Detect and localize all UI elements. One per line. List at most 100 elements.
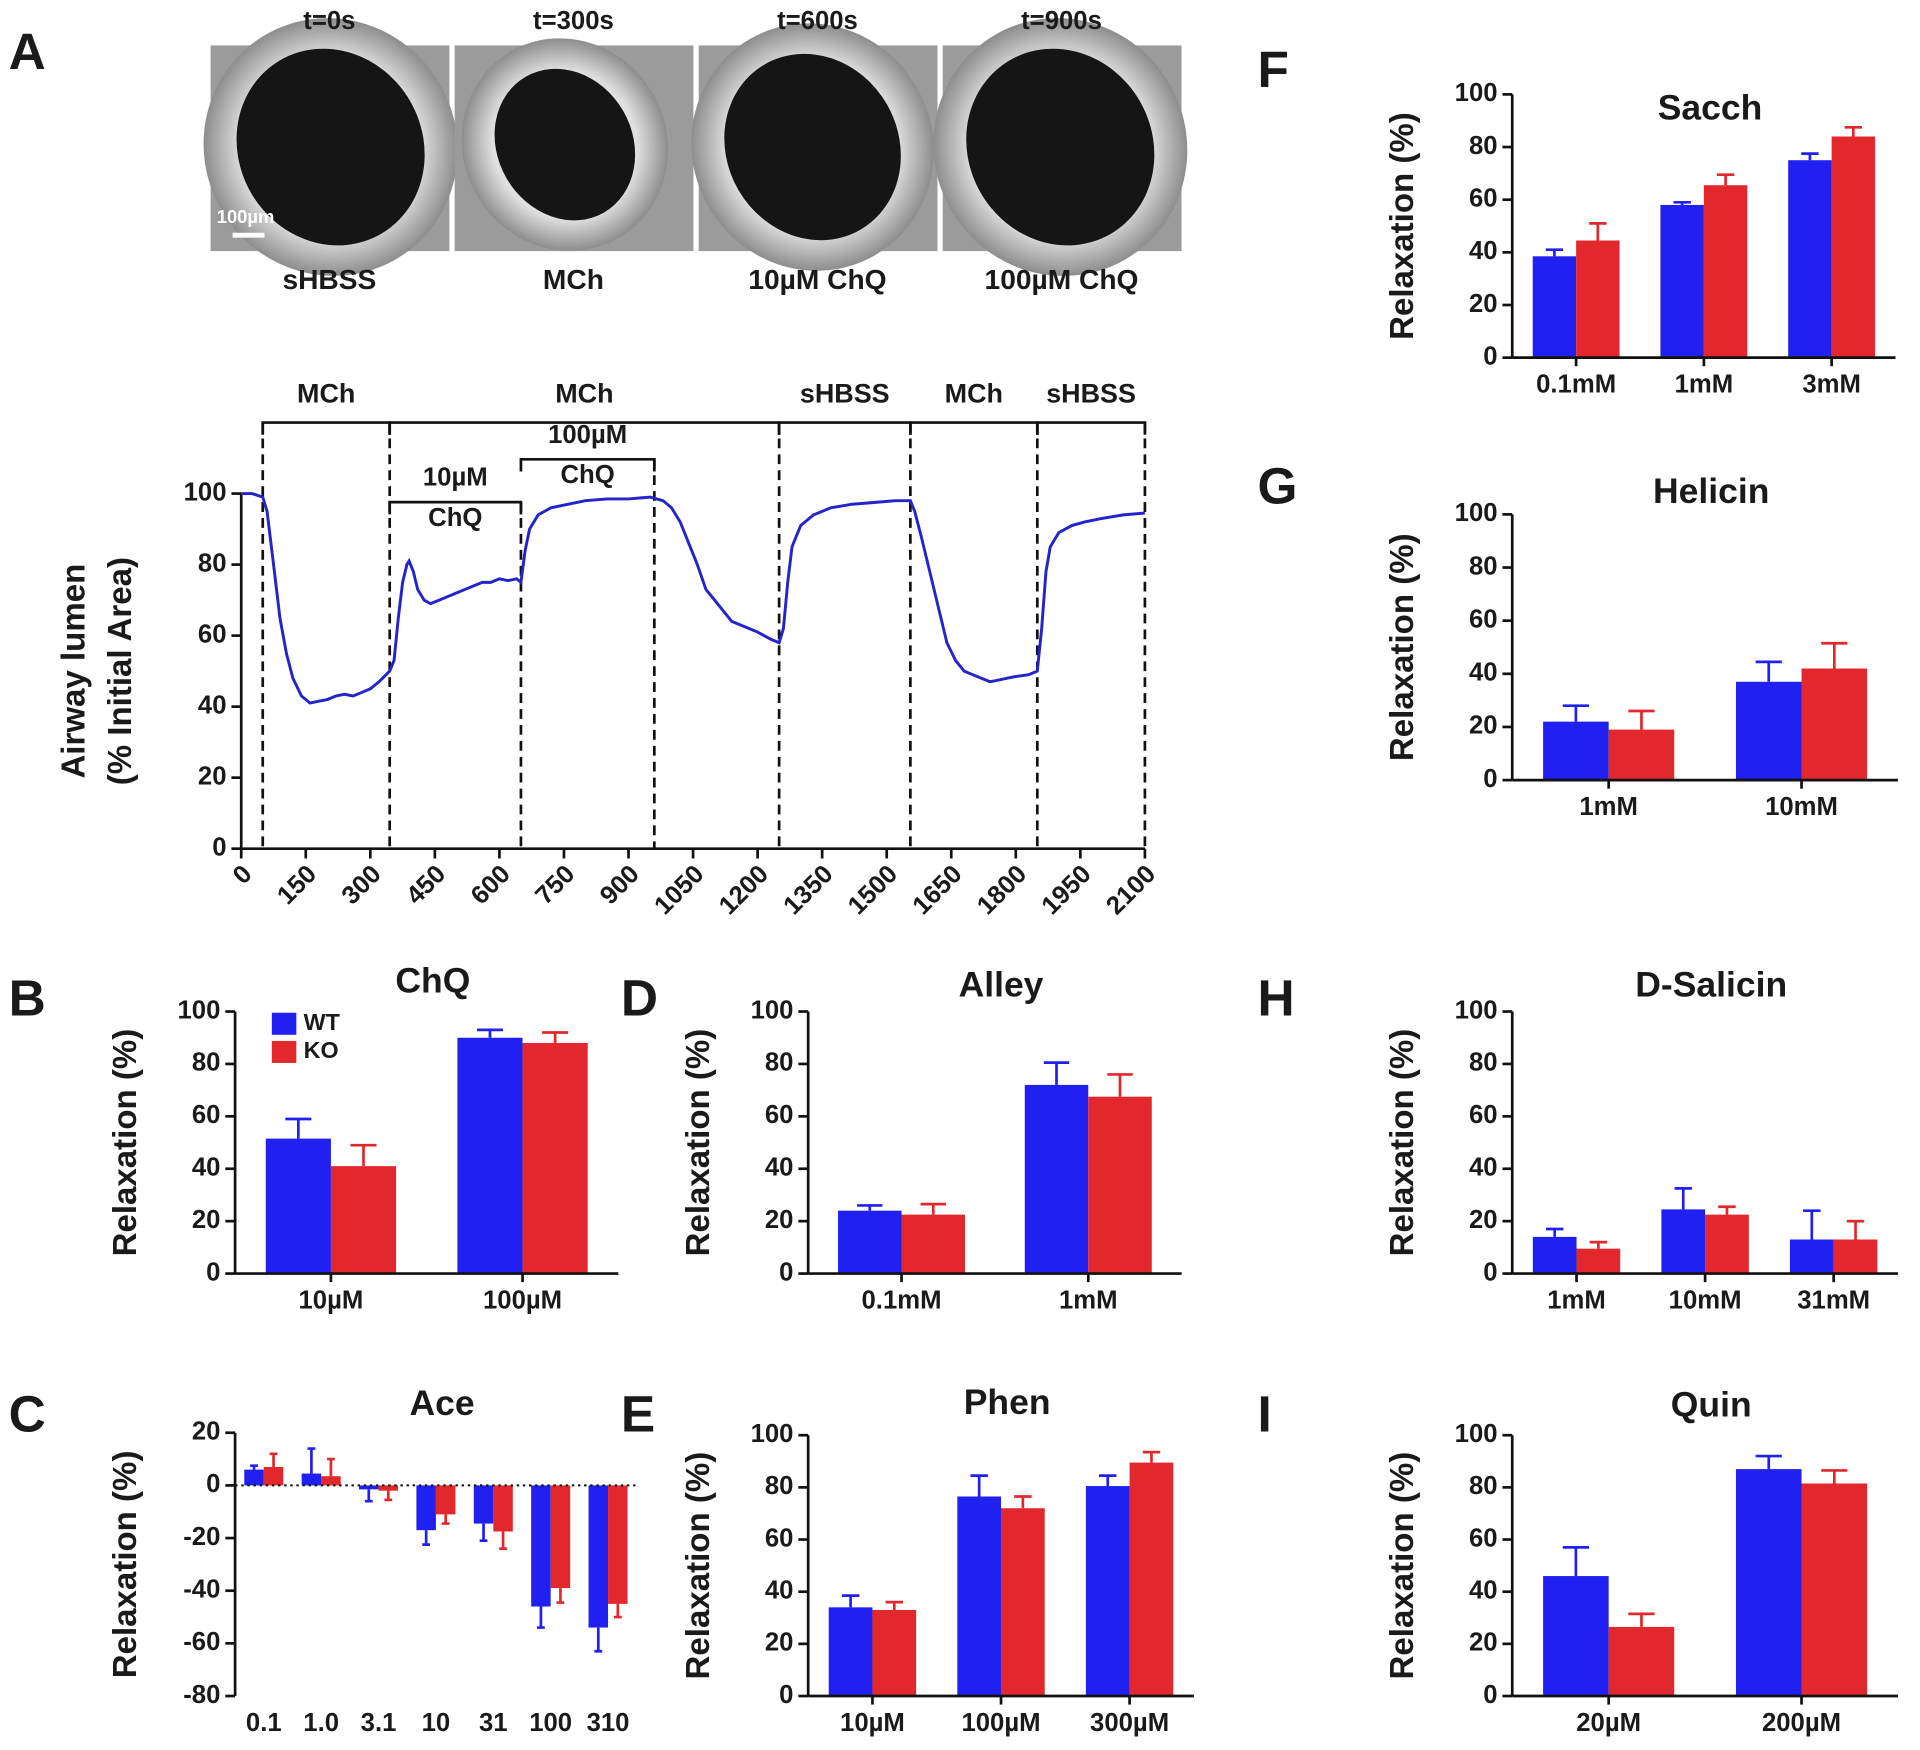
y-tick-label: 20 xyxy=(765,1629,794,1657)
scale-bar-label: 100µm xyxy=(217,206,275,227)
y-tick-label: 20 xyxy=(192,1206,221,1234)
airway-lumen xyxy=(724,53,901,241)
x-tick-label: 1350 xyxy=(778,860,838,920)
x-tick-label: 0.1mM xyxy=(862,1287,942,1315)
bar xyxy=(263,1466,284,1486)
y-tick-label: -40 xyxy=(183,1576,220,1604)
panel-letter: E xyxy=(621,1385,655,1443)
error-bar xyxy=(1821,641,1848,669)
x-tick-label: 1mM xyxy=(1579,793,1638,821)
drug-label: ChQ xyxy=(428,504,482,532)
y-axis-label: Relaxation (%) xyxy=(107,1029,144,1257)
y-tick-label: -20 xyxy=(183,1523,220,1551)
x-tick-label: 100µM xyxy=(483,1287,562,1315)
error-bar xyxy=(250,1464,258,1470)
x-tick-label: 900 xyxy=(595,860,645,910)
y-tick-label: 20 xyxy=(1469,1629,1498,1657)
error-bar xyxy=(1545,248,1564,257)
bar xyxy=(1001,1508,1045,1697)
y-tick-label: 100 xyxy=(184,478,227,506)
y-tick-label: 60 xyxy=(765,1101,794,1129)
y-tick-label: 20 xyxy=(1469,712,1498,740)
y-tick-label: 60 xyxy=(765,1524,794,1552)
error-bar xyxy=(841,1594,860,1608)
condition-label: sHBSS xyxy=(1046,379,1136,409)
y-tick-label: 40 xyxy=(1469,1154,1498,1182)
frame-label: 10µM ChQ xyxy=(748,264,886,295)
y-tick-label: 0 xyxy=(1483,1681,1497,1709)
condition-label: sHBSS xyxy=(800,379,890,409)
frame-label: MCh xyxy=(543,264,604,295)
y-axis-label: Airway lumen xyxy=(56,564,93,779)
x-tick-label: 0 xyxy=(228,860,258,890)
y-tick-label: 20 xyxy=(1469,290,1498,318)
bar xyxy=(1024,1084,1089,1274)
chart-title: Quin xyxy=(1671,1384,1752,1424)
bar xyxy=(872,1609,917,1697)
chart-title: ChQ xyxy=(395,961,470,1001)
x-tick-label: 1950 xyxy=(1037,860,1097,920)
y-axis-label: Relaxation (%) xyxy=(1384,1452,1421,1680)
x-tick-label: 31 xyxy=(479,1709,508,1737)
bar xyxy=(828,1607,873,1697)
error-bar xyxy=(1844,125,1863,137)
error-bar xyxy=(920,1202,946,1215)
bar xyxy=(1705,1214,1749,1274)
y-tick-label: 60 xyxy=(1469,605,1498,633)
bar xyxy=(1660,204,1704,358)
y-tick-label: 100 xyxy=(1455,499,1498,527)
bar xyxy=(416,1485,436,1531)
bar xyxy=(1543,1576,1609,1697)
x-tick-label: 10mM xyxy=(1765,793,1838,821)
bar xyxy=(531,1485,551,1607)
y-tick-label: 100 xyxy=(1455,79,1498,107)
error-bar xyxy=(1107,1073,1133,1097)
frame-time: t=600s xyxy=(777,7,858,35)
error-bar xyxy=(556,1588,565,1604)
drug-label: 10µM xyxy=(423,464,488,492)
panel-letter: H xyxy=(1258,968,1295,1026)
bar xyxy=(330,1166,397,1274)
y-tick-label: 80 xyxy=(765,1049,794,1077)
y-tick-label: 60 xyxy=(198,620,227,648)
x-tick-label: 1mM xyxy=(1675,371,1734,399)
x-tick-label: 1800 xyxy=(972,860,1032,920)
error-bar xyxy=(479,1523,488,1543)
legend-label: KO xyxy=(304,1037,339,1063)
bar xyxy=(457,1037,523,1274)
chart-title: Helicin xyxy=(1653,471,1769,511)
error-bar xyxy=(1755,660,1782,682)
error-bar xyxy=(1846,1219,1865,1240)
error-bar xyxy=(542,1031,569,1043)
y-tick-label: 40 xyxy=(765,1154,794,1182)
error-bar xyxy=(1803,1209,1821,1240)
x-tick-label: 1500 xyxy=(843,860,903,920)
x-tick-label: 600 xyxy=(466,860,516,910)
bar xyxy=(321,1476,341,1486)
chart-title: Sacch xyxy=(1658,88,1763,128)
frame-time: t=300s xyxy=(533,7,614,35)
x-tick-label: 1050 xyxy=(649,860,709,920)
y-tick-label: 0 xyxy=(779,1681,793,1709)
error-bar xyxy=(441,1514,450,1525)
y-tick-label: 0 xyxy=(206,1470,220,1498)
x-tick-label: 1200 xyxy=(714,860,774,920)
bar xyxy=(473,1485,494,1524)
x-tick-label: 0.1 xyxy=(246,1709,282,1737)
y-tick-label: 100 xyxy=(751,996,794,1024)
bar xyxy=(1129,1462,1174,1697)
x-tick-label: 10µM xyxy=(840,1709,905,1737)
error-bar xyxy=(384,1490,393,1502)
error-bar xyxy=(327,1457,335,1477)
panel-letter: B xyxy=(9,968,46,1026)
y-axis-label: Relaxation (%) xyxy=(1384,1029,1421,1257)
y-tick-label: 20 xyxy=(765,1206,794,1234)
error-bar xyxy=(1562,1546,1590,1577)
y-axis-label: (% Initial Area) xyxy=(102,557,139,785)
y-tick-label: 0 xyxy=(212,833,226,861)
bar xyxy=(301,1473,322,1486)
y-tick-label: 80 xyxy=(1469,552,1498,580)
bar xyxy=(1085,1486,1130,1697)
